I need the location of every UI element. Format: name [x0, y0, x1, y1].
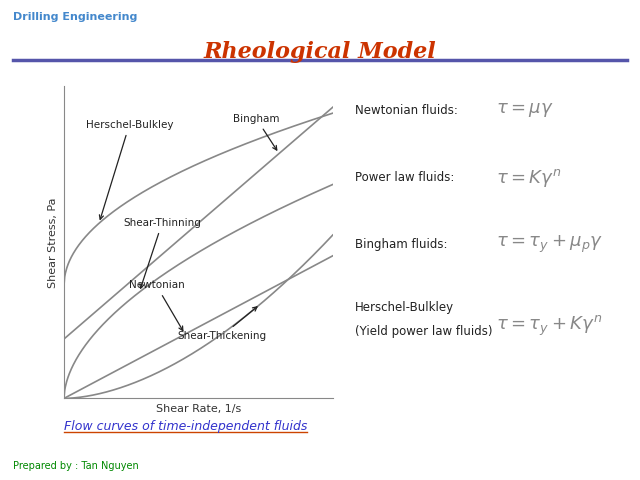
Text: Drilling Engineering: Drilling Engineering — [13, 12, 137, 22]
Text: Flow curves of time-independent fluids: Flow curves of time-independent fluids — [64, 420, 307, 433]
Text: Bingham: Bingham — [234, 114, 280, 150]
Text: Herschel-Bulkley: Herschel-Bulkley — [355, 300, 454, 314]
Text: Newtonian: Newtonian — [129, 280, 184, 331]
Text: Prepared by : Tan Nguyen: Prepared by : Tan Nguyen — [13, 461, 138, 471]
Text: Herschel-Bulkley: Herschel-Bulkley — [86, 120, 173, 219]
Y-axis label: Shear Stress, Pa: Shear Stress, Pa — [49, 197, 58, 288]
X-axis label: Shear Rate, 1/s: Shear Rate, 1/s — [156, 404, 241, 414]
Text: $\tau = \tau_y + \mu_p\gamma$: $\tau = \tau_y + \mu_p\gamma$ — [496, 234, 604, 255]
Text: Newtonian fluids:: Newtonian fluids: — [355, 104, 458, 117]
Text: (Yield power law fluids): (Yield power law fluids) — [355, 324, 493, 338]
Text: Shear-Thickening: Shear-Thickening — [177, 307, 266, 341]
Text: $\tau = \tau_y + K\gamma^{n}$: $\tau = \tau_y + K\gamma^{n}$ — [496, 314, 602, 338]
Text: Bingham fluids:: Bingham fluids: — [355, 238, 448, 252]
Text: $\tau = K\gamma^{n}$: $\tau = K\gamma^{n}$ — [496, 167, 561, 189]
Text: Rheological Model: Rheological Model — [204, 41, 436, 63]
Text: $\tau = \mu\gamma$: $\tau = \mu\gamma$ — [496, 101, 554, 120]
Text: Shear-Thinning: Shear-Thinning — [123, 218, 201, 288]
Text: Power law fluids:: Power law fluids: — [355, 171, 454, 184]
